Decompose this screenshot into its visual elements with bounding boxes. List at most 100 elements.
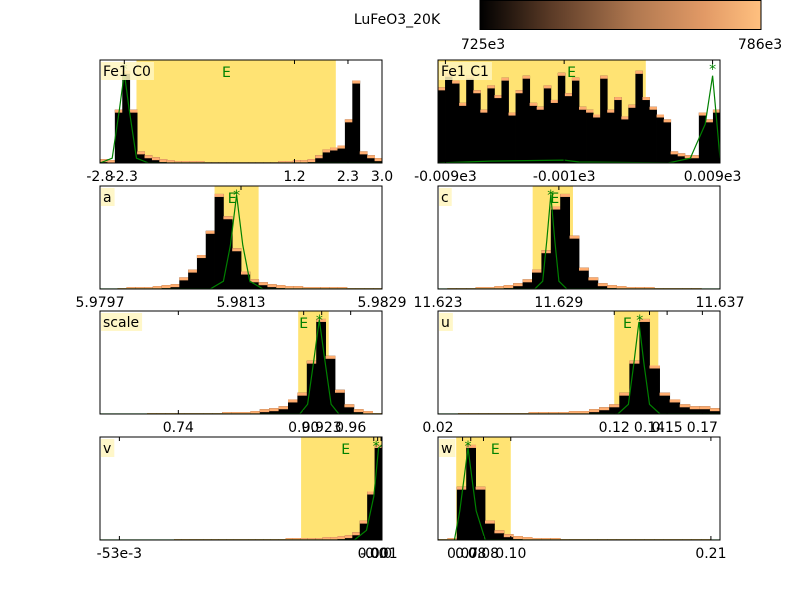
histogram-bar: [663, 119, 672, 163]
histogram-bar-cap: [684, 155, 693, 159]
histogram-bar-cap: [586, 109, 594, 113]
histogram-bar-cap: [698, 112, 707, 116]
histogram-bar-cap: [196, 255, 207, 259]
histogram-bar: [543, 85, 552, 163]
histogram-bar-cap: [557, 72, 566, 76]
histogram-bar-cap: [475, 486, 486, 490]
histogram-bar: [335, 389, 345, 414]
best-fit-curve: [438, 447, 720, 540]
panel-label-background: [101, 188, 115, 206]
best-fit-curve: [438, 194, 720, 289]
histogram-bar-cap: [459, 102, 467, 106]
histogram-bar: [659, 392, 671, 414]
x-tick-label: 11.623: [414, 295, 463, 311]
histogram-bar-cap: [322, 537, 331, 540]
histogram-bar: [607, 109, 615, 163]
histogram-bar: [367, 491, 375, 540]
panel-label: u: [441, 315, 450, 331]
histogram-bar: [316, 318, 326, 414]
x-tick-label: -0.0: [360, 546, 387, 562]
histogram-bar-cap: [589, 409, 600, 413]
histogram-bar: [315, 155, 324, 163]
histogram-bar: [137, 151, 145, 163]
histogram-bar: [456, 486, 467, 540]
histogram-bar: [122, 70, 131, 163]
histogram-bar-cap: [129, 109, 138, 113]
panel-frame: [437, 185, 721, 290]
figure-title: LuFeO3_20K: [354, 12, 441, 28]
panel-label-background: [439, 188, 452, 206]
panel-plot-area: E*: [100, 186, 382, 289]
histogram-bar: [466, 75, 474, 163]
histogram-bar: [579, 267, 589, 289]
histogram-bar-cap: [515, 90, 523, 94]
histogram-bar: [699, 406, 711, 414]
histogram-bar: [677, 153, 686, 163]
histogram-bar-cap: [588, 277, 599, 281]
x-tick-label: 0.001: [358, 546, 398, 562]
histogram-bar-cap: [359, 520, 368, 524]
panel-7: E*w0.070.080.080.10 0.21: [437, 436, 726, 562]
histogram-bar: [642, 97, 650, 163]
histogram-bar-cap: [532, 269, 542, 273]
histogram-bar-cap: [550, 99, 559, 103]
histogram-bar-cap: [550, 206, 561, 210]
histogram-bar-cap: [691, 155, 700, 159]
histogram-bar-cap: [170, 284, 180, 288]
histogram-bar-cap: [709, 408, 720, 412]
panel-label-background: [439, 62, 492, 80]
histogram-bar-cap: [568, 411, 580, 414]
x-tick-label: -53e-3: [97, 546, 142, 562]
histogram-bar-cap: [532, 538, 542, 540]
x-tick-label: 0.14: [634, 420, 665, 436]
histogram-bar-cap: [179, 277, 189, 281]
x-tick-label: 0.96: [335, 420, 366, 436]
histogram-bar: [557, 72, 566, 163]
histogram-bar-cap: [232, 248, 242, 252]
histogram-bar: [669, 399, 681, 414]
histogram-bar: [330, 147, 338, 163]
histogram-bar-cap: [258, 282, 268, 286]
colorbar-gradient: [479, 0, 762, 30]
x-tick-label: 0.07: [447, 546, 478, 562]
histogram-bar: [649, 365, 660, 414]
panel-frame: [437, 59, 721, 164]
histogram-bar: [529, 102, 538, 163]
histogram-bar-cap: [639, 318, 650, 322]
histogram-bar-cap: [241, 271, 251, 275]
histogram-bar: [614, 97, 622, 163]
histogram-bar: [367, 155, 375, 163]
histogram-bar-cap: [564, 93, 573, 97]
histogram-bar-cap: [353, 409, 364, 413]
panel-0: E*Fe1 C0 -2.8-2.3 1.2 2.3 3.0: [86, 59, 393, 185]
histogram-bar-cap: [558, 412, 570, 414]
histogram-bar-cap: [374, 444, 382, 448]
histogram-bar-cap: [292, 538, 301, 540]
best-marker: *: [709, 62, 716, 78]
histogram-bar-cap: [669, 399, 681, 403]
histogram-bar-cap: [288, 399, 298, 403]
x-tick-label: 5.9797: [76, 295, 125, 311]
histogram-bar: [258, 282, 268, 289]
panel-frame: [99, 59, 383, 164]
panel-label-background: [101, 62, 154, 80]
histogram-bar: [188, 269, 198, 289]
histogram-bar: [214, 193, 224, 289]
histogram-bar-cap: [100, 159, 108, 163]
histogram-bar: [501, 77, 509, 163]
histogram-bar: [445, 73, 453, 163]
histogram-bar: [541, 250, 552, 289]
histogram-bar: [359, 151, 368, 163]
histogram-bar: [609, 404, 620, 414]
histogram-bar-cap: [285, 161, 294, 163]
expected-marker: E: [299, 316, 308, 332]
panel-label-background: [439, 439, 456, 457]
histogram-bar: [114, 109, 123, 163]
histogram-bar-cap: [550, 538, 561, 540]
histogram-bar-cap: [267, 284, 277, 288]
histogram-bar-cap: [330, 537, 338, 540]
histogram-bar: [712, 109, 720, 163]
histogram-bar-cap: [344, 404, 355, 408]
best-marker: *: [636, 313, 643, 329]
